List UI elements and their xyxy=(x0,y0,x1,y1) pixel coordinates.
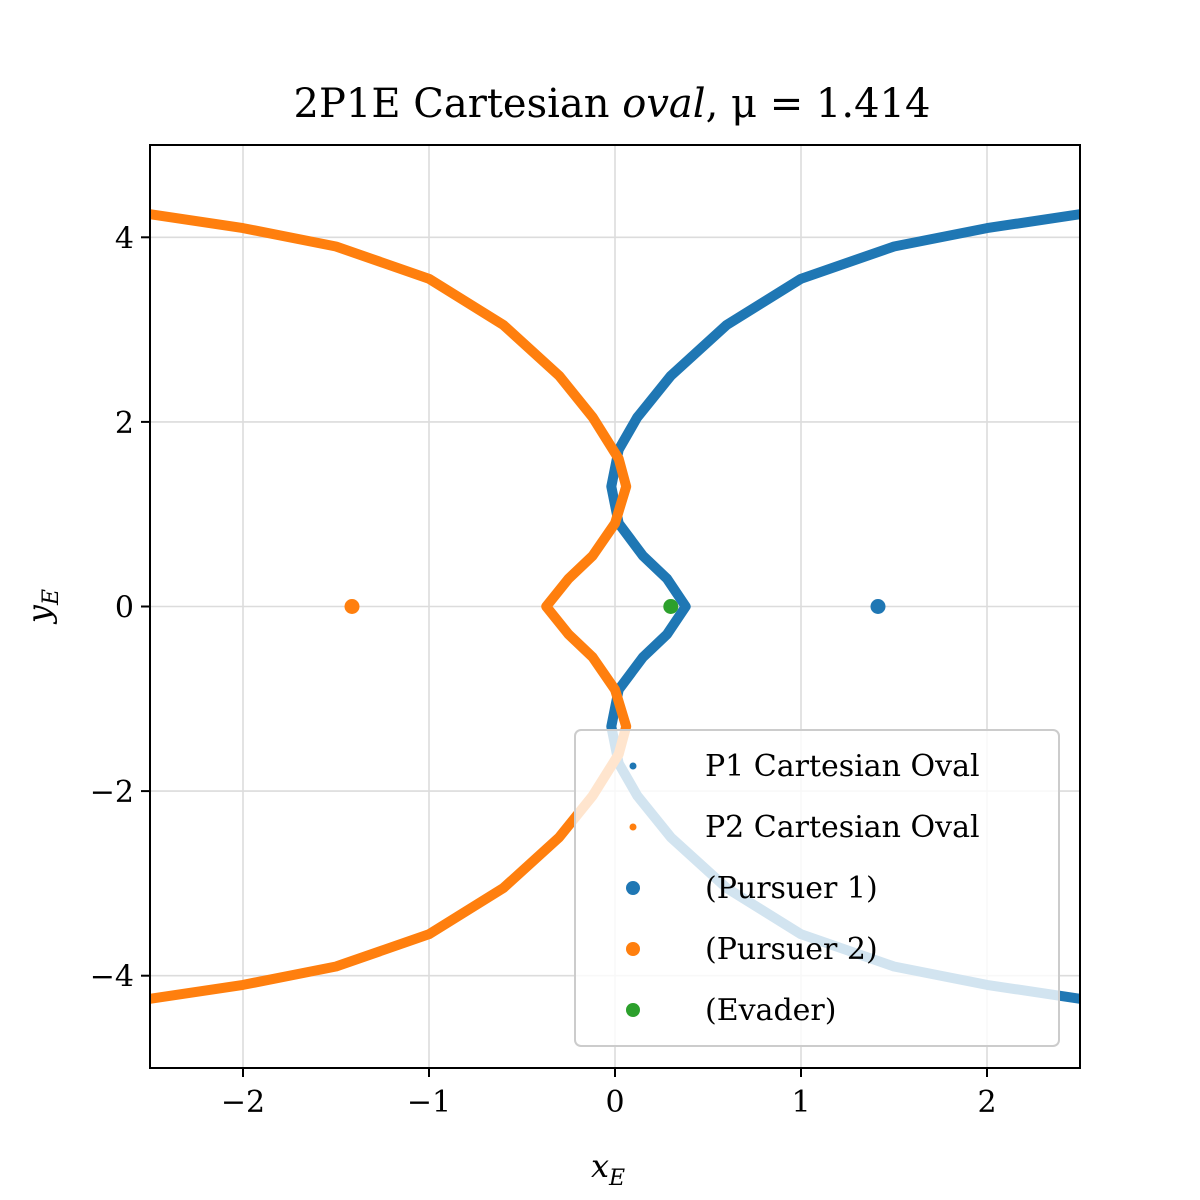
p2-cartesian-oval-curve xyxy=(150,209,632,1004)
legend-marker-p2-cartesian-oval xyxy=(629,823,637,831)
y-tick-label: 4 xyxy=(115,221,134,256)
legend-marker-evader xyxy=(626,1003,640,1017)
y-tick-label: −2 xyxy=(90,775,134,810)
evader-marker xyxy=(663,599,679,614)
y-tick-label: 2 xyxy=(115,406,134,441)
legend-marker-pursuer-2 xyxy=(626,942,640,956)
pursuer-1-marker xyxy=(870,599,886,614)
x-tick-label: 0 xyxy=(605,1085,624,1120)
x-tick-label: 1 xyxy=(791,1085,810,1120)
legend-label-pursuer-2: (Pursuer 2) xyxy=(705,932,878,967)
legend-label-p2-cartesian-oval: P2 Cartesian Oval xyxy=(705,810,980,845)
y-tick-label: 0 xyxy=(115,591,134,626)
legend-box xyxy=(574,729,1060,1047)
axis-ticks: −2 −1 0 1 2 −4 −2 0 2 4 xyxy=(90,221,997,1120)
legend-label-p1-cartesian-oval: P1 Cartesian Oval xyxy=(705,749,980,784)
legend-marker-p1-cartesian-oval xyxy=(629,762,637,770)
legend-label-pursuer-1: (Pursuer 1) xyxy=(705,871,878,906)
y-tick-label: −4 xyxy=(90,960,134,995)
y-axis-label: yE xyxy=(20,589,64,625)
pursuer-2-marker xyxy=(344,599,360,614)
x-tick-label: 2 xyxy=(977,1085,996,1120)
legend-label-evader: (Evader) xyxy=(705,993,836,1028)
chart-title: 2P1E Cartesian oval, μ = 1.414 xyxy=(294,81,931,127)
legend-marker-pursuer-1 xyxy=(626,881,640,895)
legend: P1 Cartesian Oval P2 Cartesian Oval (Pursu… xyxy=(574,729,1060,1047)
x-axis-label: xE xyxy=(591,1147,625,1191)
x-tick-label: −2 xyxy=(221,1085,265,1120)
x-tick-label: −1 xyxy=(407,1085,451,1120)
